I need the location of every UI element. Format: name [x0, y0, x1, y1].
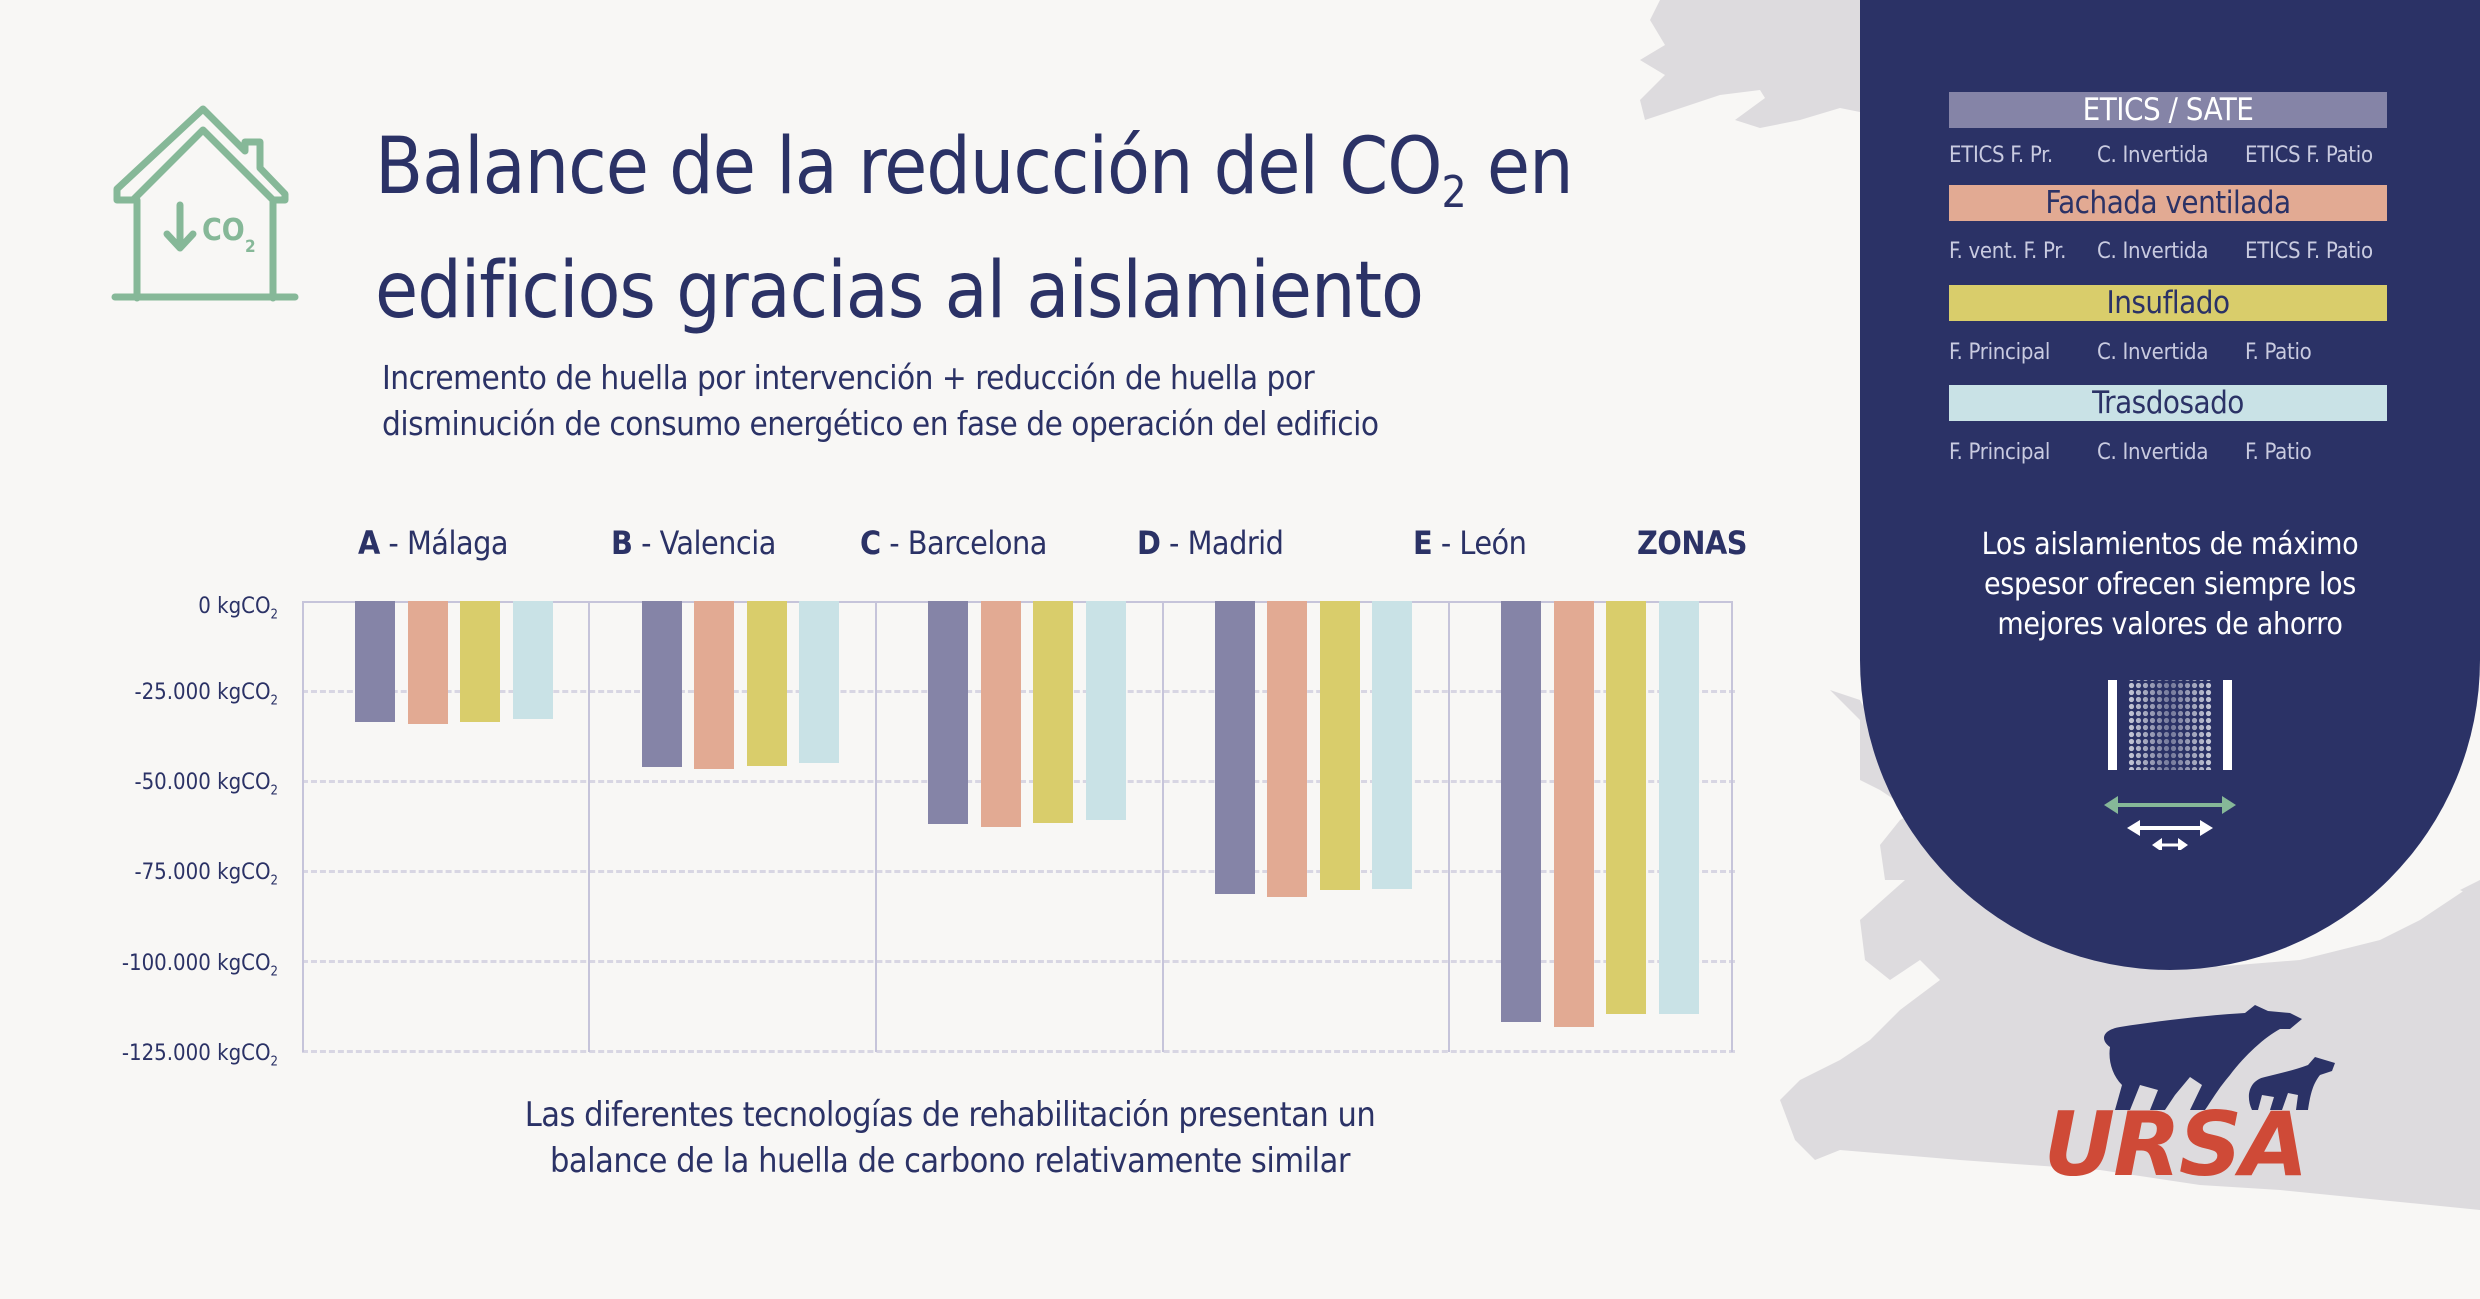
- page-title: Balance de la reducción del CO2 en edifi…: [375, 118, 1574, 340]
- bar-3-4: [1085, 601, 1126, 820]
- svg-text:CO: CO: [202, 213, 245, 248]
- chart-caption: Las diferentes tecnologías de rehabilita…: [524, 1095, 1376, 1181]
- bar-2-3: [746, 601, 787, 766]
- zone-divider: [588, 601, 590, 1052]
- legend-insuflado: Insuflado: [1949, 285, 2387, 321]
- title-line-2: edificios gracias al aislamiento: [375, 246, 1424, 336]
- bar-4-1: [1214, 601, 1255, 894]
- zones-header: ZONAS: [1637, 524, 1747, 562]
- ytick-50000: -50.000 kgCO2: [134, 770, 278, 799]
- house-co2-down-icon: CO 2: [111, 105, 299, 302]
- legend-trasdosado: Trasdosado: [1949, 385, 2387, 421]
- ytick-75000: -75.000 kgCO2: [134, 860, 278, 889]
- subtitle: Incremento de huella por intervención + …: [382, 358, 1379, 443]
- bar-1-3: [460, 601, 500, 722]
- zone-label-d: D - Madrid: [1137, 524, 1284, 562]
- zone-label-c: C - Barcelona: [860, 524, 1047, 562]
- bar-chart: [302, 601, 1735, 1053]
- bar-3-3: [1033, 601, 1074, 823]
- ytick-25000: -25.000 kgCO2: [134, 680, 278, 709]
- bar-3-2: [980, 601, 1021, 827]
- insulation-thickness-icon: [2104, 680, 2236, 850]
- svg-text:2: 2: [245, 237, 256, 257]
- ursa-logo: URSA: [2044, 1005, 2335, 1185]
- bar-5-4: [1658, 601, 1699, 1014]
- gridline: [302, 1050, 1735, 1053]
- zone-label-a: A - Málaga: [358, 524, 509, 562]
- bar-3-1: [928, 601, 969, 824]
- zone-label-e: E - León: [1413, 524, 1527, 562]
- ytick-125000: -125.000 kgCO2: [121, 1041, 278, 1070]
- gridline: [302, 870, 1735, 873]
- ytick-0: 0 kgCO2: [198, 594, 278, 623]
- legend-etics-sate: ETICS / SATE: [1949, 92, 2387, 128]
- bar-5-3: [1606, 601, 1647, 1014]
- bar-4-4: [1372, 601, 1413, 889]
- zone-divider: [875, 601, 877, 1052]
- legend-panel: ETICS / SATE ETICS F. Pr. C. Invertida ETI…: [1860, 0, 2480, 970]
- title-line-1: Balance de la reducción del CO2 en: [375, 122, 1574, 218]
- bar-4-3: [1319, 601, 1360, 891]
- legend-trasdosado-subs: F. Principal C. Invertida F. Patio: [1949, 440, 2312, 465]
- bar-4-2: [1267, 601, 1308, 898]
- gridline: [302, 960, 1735, 963]
- bears-icon: [2104, 1005, 2335, 1110]
- bar-2-1: [641, 601, 682, 767]
- ursa-wordmark: URSA: [2044, 1093, 2307, 1185]
- bar-1-4: [512, 601, 553, 719]
- legend-fachada-subs: F. vent. F. Pr. C. Invertida ETICS F. Pati…: [1949, 239, 2373, 264]
- bar-5-1: [1501, 601, 1542, 1023]
- zone-divider: [1448, 601, 1450, 1052]
- legend-fachada-ventilada: Fachada ventilada: [1949, 185, 2387, 221]
- bar-1-2: [407, 601, 448, 725]
- ytick-100000: -100.000 kgCO2: [121, 951, 278, 980]
- panel-message: Los aislamientos de máximo espesor ofrec…: [1981, 527, 2359, 642]
- bar-2-4: [799, 601, 840, 763]
- bar-1-1: [355, 601, 395, 722]
- zone-divider: [1162, 601, 1164, 1052]
- zone-label-b: B - Valencia: [611, 524, 776, 562]
- bar-5-2: [1553, 601, 1594, 1028]
- bar-2-2: [694, 601, 735, 770]
- legend-etics-subs: ETICS F. Pr. C. Invertida ETICS F. Patio: [1949, 143, 2373, 168]
- legend-insuflado-subs: F. Principal C. Invertida F. Patio: [1949, 340, 2312, 365]
